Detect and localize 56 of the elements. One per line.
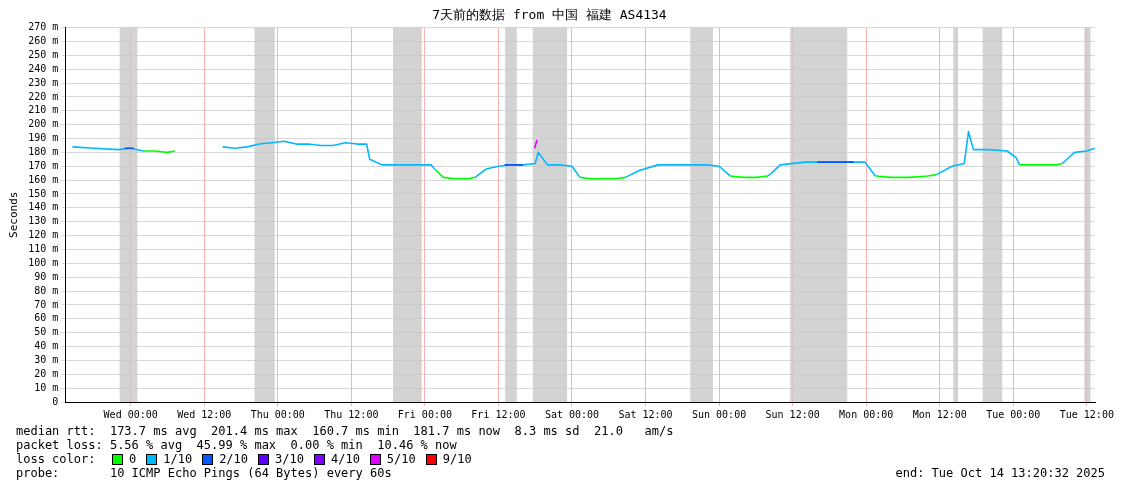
x-tick-label: Sat 12:00	[618, 408, 673, 420]
x-tick-label: Wed 12:00	[177, 408, 232, 420]
y-tick-label: 10 m	[34, 381, 59, 393]
y-tick-label: 140 m	[28, 201, 59, 213]
x-tick-label: Thu 00:00	[250, 408, 305, 420]
chart-title: 7天前的数据 from 中国 福建 AS4134	[432, 7, 667, 23]
y-tick-label: 50 m	[34, 326, 59, 338]
y-tick-label: 190 m	[28, 132, 59, 144]
y-tick-label: 160 m	[28, 173, 59, 185]
y-tick-label: 200 m	[28, 118, 59, 130]
y-tick-label: 180 m	[28, 145, 59, 157]
text: median rtt: 173.7 ms avg 201.4 ms max 160.7 ms min 181.7 ms now 8.3 ms sd 21.0 am/s	[16, 424, 675, 438]
y-tick-label: 220 m	[28, 90, 59, 102]
text: probe: 10 ICMP Echo Pings (64 Bytes) every 60s	[16, 466, 392, 480]
y-tick-label: 80 m	[34, 284, 59, 296]
x-tick-label: Sat 00:00	[544, 408, 600, 420]
x-tick-label: Fri 12:00	[471, 408, 526, 420]
y-tick-label: 130 m	[28, 215, 59, 227]
y-tick-label: 110 m	[28, 243, 59, 255]
x-tick-label: Tue 12:00	[1059, 408, 1114, 420]
y-tick-label: 100 m	[28, 256, 59, 268]
legend-label: 4/10	[330, 452, 360, 466]
y-tick-label: 210 m	[28, 104, 59, 116]
y-tick-label: 230 m	[28, 76, 59, 88]
y-tick-label: 260 m	[28, 35, 59, 47]
y-tick-label: 60 m	[34, 312, 59, 324]
y-tick-label: 250 m	[28, 48, 59, 60]
y-tick-label: 120 m	[28, 229, 59, 241]
y-tick-label: 170 m	[28, 159, 59, 171]
y-tick-label: 70 m	[34, 298, 59, 310]
x-tick-label: Tue 00:00	[986, 408, 1041, 420]
legend-label: 2/10	[219, 452, 249, 466]
text: packet loss: 5.56 % avg 45.99 % max 0.00 % min 10.46 % now	[16, 438, 458, 452]
text: end: Tue Oct 14 13:20:32 2025	[895, 466, 1105, 480]
y-axis-title: Seconds	[7, 191, 21, 238]
x-tick-label: Sun 12:00	[765, 408, 820, 420]
x-tick-label: Thu 12:00	[324, 408, 379, 420]
y-tick-label: 240 m	[28, 62, 59, 74]
legend-label: 0	[129, 452, 137, 466]
legend-title: loss color:	[16, 452, 97, 466]
x-tick-label: Mon 12:00	[912, 408, 967, 420]
x-tick-label: Wed 00:00	[103, 408, 158, 420]
x-tick-label: Mon 00:00	[839, 408, 894, 420]
legend-label: 9/10	[442, 452, 472, 466]
y-tick-label: 150 m	[28, 187, 59, 199]
y-tick-label: 90 m	[34, 270, 59, 282]
legend-label: 5/10	[386, 452, 416, 466]
legend-label: 1/10	[163, 452, 193, 466]
y-tick-label: 20 m	[34, 367, 59, 379]
y-tick-label: 0	[52, 395, 59, 407]
x-tick-label: Fri 00:00	[397, 408, 452, 420]
y-tick-label: 40 m	[34, 340, 59, 352]
legend-label: 3/10	[275, 452, 304, 466]
y-tick-label: 270 m	[28, 21, 59, 33]
x-tick-label: Sun 00:00	[691, 408, 747, 420]
y-tick-label: 30 m	[34, 353, 59, 365]
